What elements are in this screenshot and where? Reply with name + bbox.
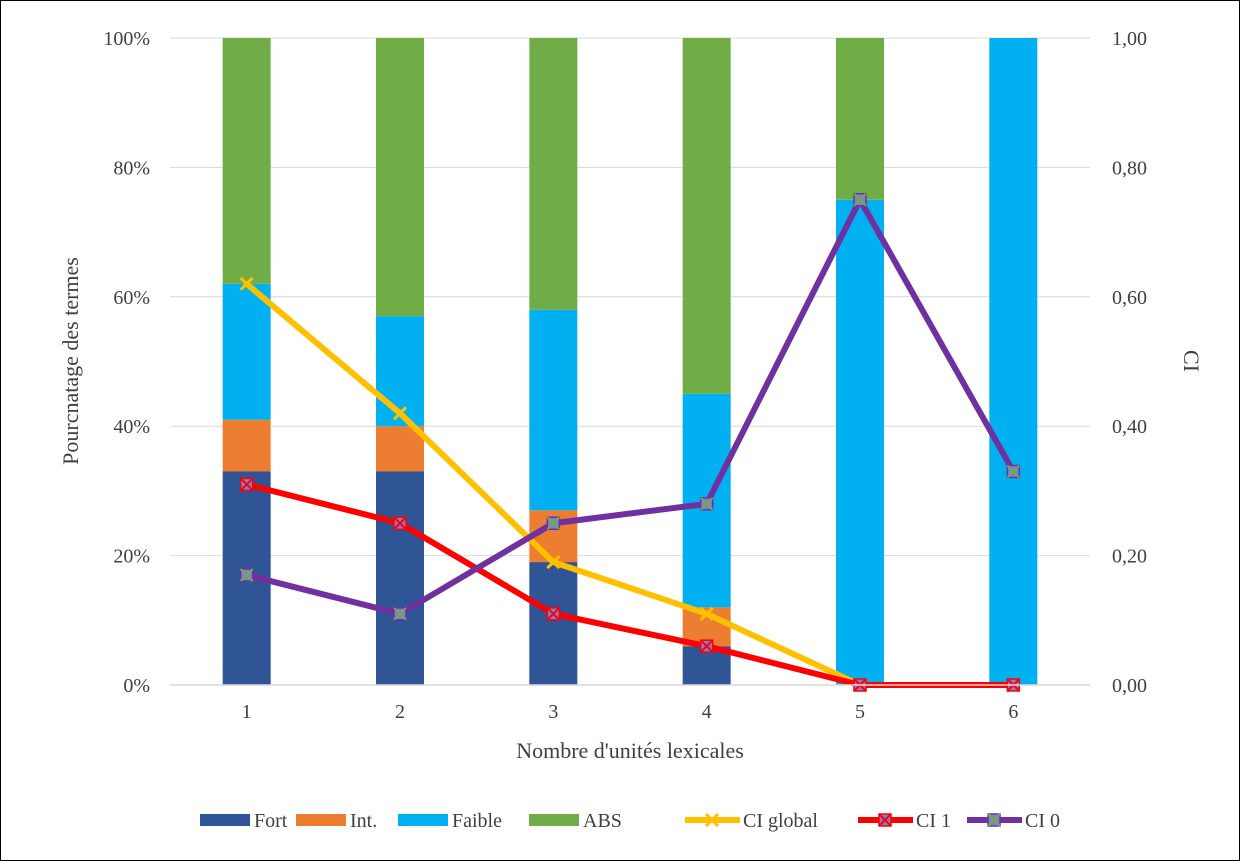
legend-item-int: Int. [296,810,377,832]
point-ci-0-6 [1006,464,1021,479]
legend-swatch [200,814,250,826]
x-tick-label: 5 [855,701,865,723]
legend-marker [987,813,1001,827]
y2-tick-label: 0,20 [1112,546,1147,568]
bar-faible-6 [989,38,1038,685]
point-ci-1-1 [239,477,254,492]
legend-item-ci-1: CI 1 [858,810,951,832]
y-tick-label: 40% [113,416,150,438]
axes: 0% 0,00 20% 0,20 40% 0,40 60% 0,60 80% 0,80 100% 1,… [103,28,1147,723]
point-ci-1-4 [699,639,714,653]
y2-axis-label: CI [1179,350,1204,372]
legend-swatch [529,814,579,826]
point-marker [546,555,561,570]
point-marker [546,607,561,621]
line-ci-0 [243,196,1017,617]
bar-abs-3 [529,38,578,310]
y2-tick-label: 0,80 [1112,157,1147,179]
gridlines [170,37,1090,557]
point-ci-global-2 [392,406,408,421]
legend-label: CI 0 [1025,810,1060,832]
x-tick-label: 4 [702,701,712,723]
legend-item-faible: Faible [398,810,502,832]
point-marker [393,607,407,621]
legend-label: CI 1 [916,810,951,832]
point-marker [392,406,408,421]
y2-tick-label: 1,00 [1112,28,1147,50]
legend-item-abs: ABS [529,810,622,832]
bar-fort-3 [529,562,578,685]
y-tick-label: 0% [123,675,150,697]
bar-abs-2 [376,38,424,317]
legend-label: ABS [583,810,622,832]
bar-faible-2 [376,316,424,427]
x-axis-label: Nombre d'unités lexicales [516,738,744,763]
y2-tick-label: 0,60 [1112,287,1147,309]
line-series [239,193,1021,693]
point-marker [699,606,714,621]
legend-label: CI global [743,810,818,832]
point-ci-0-4 [699,497,714,511]
bar-abs-1 [222,38,271,284]
bar-faible-3 [529,309,578,511]
legend-marker [704,812,720,828]
x-tick-label: 1 [242,701,252,723]
point-ci-global-4 [699,606,714,621]
point-ci-0-2 [393,607,407,621]
point-marker [699,497,714,511]
point-ci-1-2 [393,516,407,530]
point-ci-0-1 [239,568,254,582]
point-ci-1-3 [546,607,561,621]
point-marker [239,568,254,582]
point-marker [1006,464,1021,479]
y-axis-label: Pourcnatage des termes [58,257,83,465]
legend-item-fort: Fort [200,810,288,832]
point-marker [853,193,867,207]
x-tick-label: 6 [1008,701,1018,723]
point-marker [393,516,407,530]
point-ci-global-3 [546,555,561,570]
point-ci-global-1 [239,276,254,291]
bar-fort-2 [376,471,424,685]
bar-abs-4 [682,38,731,394]
point-ci-0-5 [853,193,867,207]
y2-tick-label: 0,40 [1112,416,1147,438]
y-tick-label: 100% [103,28,150,50]
bar-abs-5 [836,38,884,200]
legend-label: Fort [254,810,288,832]
point-marker [546,516,561,530]
point-marker [239,276,254,291]
point-ci-0-3 [546,516,561,530]
legend-item-ci-global: CI global [685,810,818,832]
x-tick-label: 3 [548,701,558,723]
x-tick-label: 2 [395,701,405,723]
bar-int-1 [222,419,271,472]
legend-label: Faible [452,810,502,832]
bar-faible-5 [836,199,884,685]
y-tick-label: 80% [113,157,150,179]
point-marker [699,639,714,653]
legend: Fort Int. Faible ABS CI global CI 1 CI 0 [200,810,1060,832]
bar-faible-1 [222,283,271,420]
point-marker [239,477,254,492]
legend-swatch [296,814,346,826]
bar-int-2 [376,426,424,472]
legend-marker [878,813,892,827]
y-tick-label: 60% [113,287,150,309]
bar-series [222,38,1038,685]
legend-swatch [398,814,448,826]
legend-label: Int. [350,810,377,832]
y2-tick-label: 0,00 [1112,675,1147,697]
legend-item-ci-0: CI 0 [967,810,1060,832]
y-tick-label: 20% [113,546,150,568]
